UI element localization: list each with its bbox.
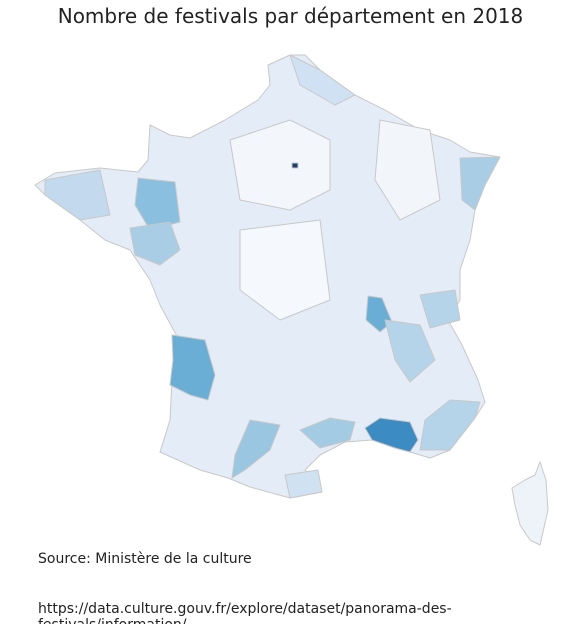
region-light xyxy=(374,119,441,221)
loire-atlantique xyxy=(129,221,181,266)
source-url: https://data.culture.gouv.fr/explore/dat… xyxy=(38,601,452,624)
isere xyxy=(384,319,436,383)
gironde xyxy=(169,334,216,401)
bouches-du-rhone xyxy=(364,417,419,453)
corsica xyxy=(511,461,549,546)
alpes xyxy=(419,399,481,451)
savoie xyxy=(419,289,461,329)
pyrenees-east xyxy=(284,469,323,499)
paris xyxy=(291,162,299,169)
region-mid xyxy=(44,169,111,221)
region-light xyxy=(239,219,331,321)
source: Source: Ministère de la culture xyxy=(38,551,252,567)
haute-garonne xyxy=(231,419,281,479)
region-mid xyxy=(459,156,501,211)
title: Nombre de festivals par département en 2… xyxy=(57,4,524,28)
herault xyxy=(299,417,356,449)
region-light xyxy=(229,119,331,211)
region-mid xyxy=(289,54,356,106)
